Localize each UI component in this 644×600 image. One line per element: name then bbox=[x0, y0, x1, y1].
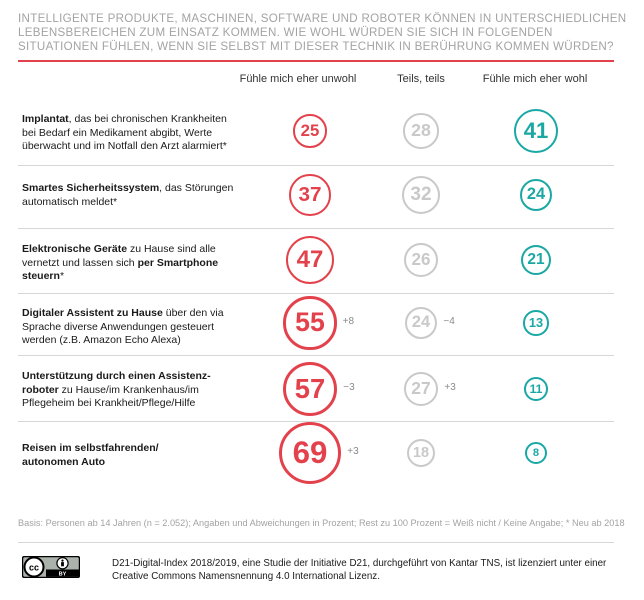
bubble-value: 57 bbox=[294, 372, 326, 404]
bubble-wohl: 21 bbox=[520, 244, 552, 276]
bubble-value: 41 bbox=[523, 117, 549, 143]
bubble-wohl: 13 bbox=[523, 310, 549, 336]
row-label-bold-2: per Smartphone steuern bbox=[22, 256, 219, 283]
column-header-unwohl: Fühle mich eher unwohl bbox=[239, 73, 357, 85]
chart-title: INTELLIGENTE PRODUKTE, MASCHINEN, SOFTWA… bbox=[18, 12, 627, 53]
bubble-unwohl: 47 bbox=[285, 235, 334, 284]
bubble-wohl: 41 bbox=[513, 108, 559, 154]
row-label-bold: Smartes Sicherheitssystem bbox=[22, 182, 160, 194]
cc-mark: cc bbox=[29, 562, 39, 572]
row-label-text: zu Hause/im Krankenhaus/im Pflegeheim be… bbox=[22, 383, 199, 410]
row-label-roboter: Unterstützung durch einen Assistenz-robo… bbox=[22, 370, 228, 411]
change-label: +8 bbox=[342, 316, 355, 327]
bubble-value: 69 bbox=[292, 434, 328, 470]
bubble-unwohl: 37 bbox=[289, 174, 331, 216]
bubble-unwohl: 57 bbox=[282, 361, 338, 417]
row-label-text: über den via Sprache diverse Anwendungen… bbox=[22, 307, 224, 346]
row-label-text: , das bei chronischen Krankheiten bei Be… bbox=[22, 113, 227, 152]
row-label-bold: Elektronische Geräte bbox=[22, 243, 128, 255]
bubble-teils: 26 bbox=[403, 242, 439, 278]
bubble-value: 11 bbox=[529, 381, 543, 396]
row-separator bbox=[18, 293, 614, 294]
bubble-value: 27 bbox=[411, 378, 431, 399]
by-mark: BY bbox=[59, 572, 67, 578]
bubble-unwohl: 25 bbox=[293, 114, 327, 148]
row-separator bbox=[18, 165, 614, 166]
column-header-teils: Teils, teils bbox=[397, 73, 445, 85]
row-label-text: zu Hause sind alle vernetzt und lassen s… bbox=[22, 243, 216, 269]
bubble-value: 18 bbox=[412, 444, 430, 461]
bubble-unwohl: 69 bbox=[278, 421, 342, 485]
title-divider bbox=[18, 60, 614, 62]
bubble-value: 21 bbox=[527, 250, 545, 268]
bubble-teils: 28 bbox=[403, 113, 439, 149]
bubble-value: 13 bbox=[528, 315, 544, 331]
column-header-wohl: Fühle mich eher wohl bbox=[482, 73, 588, 85]
bubble-wohl: 8 bbox=[524, 441, 548, 465]
bubble-value: 25 bbox=[300, 121, 320, 140]
bubble-value: 37 bbox=[298, 182, 322, 206]
row-label-implantat: Implantat, das bei chronischen Krankheit… bbox=[22, 113, 242, 154]
row-label-sicherheitssystem: Smartes Sicherheitssystem, das Störungen… bbox=[22, 182, 242, 209]
bubble-value: 24 bbox=[411, 313, 431, 332]
bubble-unwohl: 55 bbox=[283, 296, 337, 350]
row-label-bold: Unterstützung durch einen Assistenz-robo… bbox=[22, 370, 211, 396]
basis-note: Basis: Personen ab 14 Jahren (n = 2.052)… bbox=[18, 518, 625, 528]
row-label-auto: Reisen im selbstfahrenden/ autonomen Aut… bbox=[22, 442, 212, 469]
license-credit: D21-Digital-Index 2018/2019, eine Studie… bbox=[112, 558, 607, 582]
row-label-text-2: * bbox=[59, 270, 65, 282]
bubble-value: 28 bbox=[411, 120, 431, 141]
bubble-wohl: 24 bbox=[519, 178, 553, 212]
bubble-value: 55 bbox=[295, 307, 325, 338]
bubble-value: 8 bbox=[532, 446, 540, 459]
bubble-teils: 24 bbox=[404, 306, 438, 340]
row-label-bold: Implantat bbox=[22, 113, 69, 125]
bubble-value: 26 bbox=[411, 249, 431, 269]
cc-by-icon: cc BY bbox=[22, 556, 80, 578]
row-label-geraete: Elektronische Geräte zu Hause sind alle … bbox=[22, 243, 242, 284]
bubble-value: 24 bbox=[526, 185, 546, 204]
row-separator bbox=[18, 228, 614, 229]
row-label-bold: Reisen im selbstfahrenden/ autonomen Aut… bbox=[22, 442, 159, 468]
bubble-teils: 32 bbox=[401, 175, 441, 215]
row-label-text: , das Störungen automatisch meldet* bbox=[22, 182, 234, 208]
change-label: −4 bbox=[443, 316, 455, 327]
change-label: +3 bbox=[347, 446, 359, 457]
change-label: −3 bbox=[343, 382, 355, 393]
bubble-teils: 18 bbox=[406, 438, 436, 468]
bubble-wohl: 11 bbox=[523, 376, 549, 402]
bubble-teils: 27 bbox=[403, 371, 439, 407]
row-separator bbox=[18, 421, 614, 422]
bubble-value: 47 bbox=[296, 245, 324, 273]
row-separator bbox=[18, 355, 614, 356]
change-label: +3 bbox=[444, 382, 456, 393]
bubble-value: 32 bbox=[410, 183, 432, 205]
row-label-bold: Digitaler Assistent zu Hause bbox=[22, 307, 163, 319]
row-label-assistent: Digitaler Assistent zu Hause über den vi… bbox=[22, 307, 242, 348]
footer-separator bbox=[18, 542, 614, 543]
